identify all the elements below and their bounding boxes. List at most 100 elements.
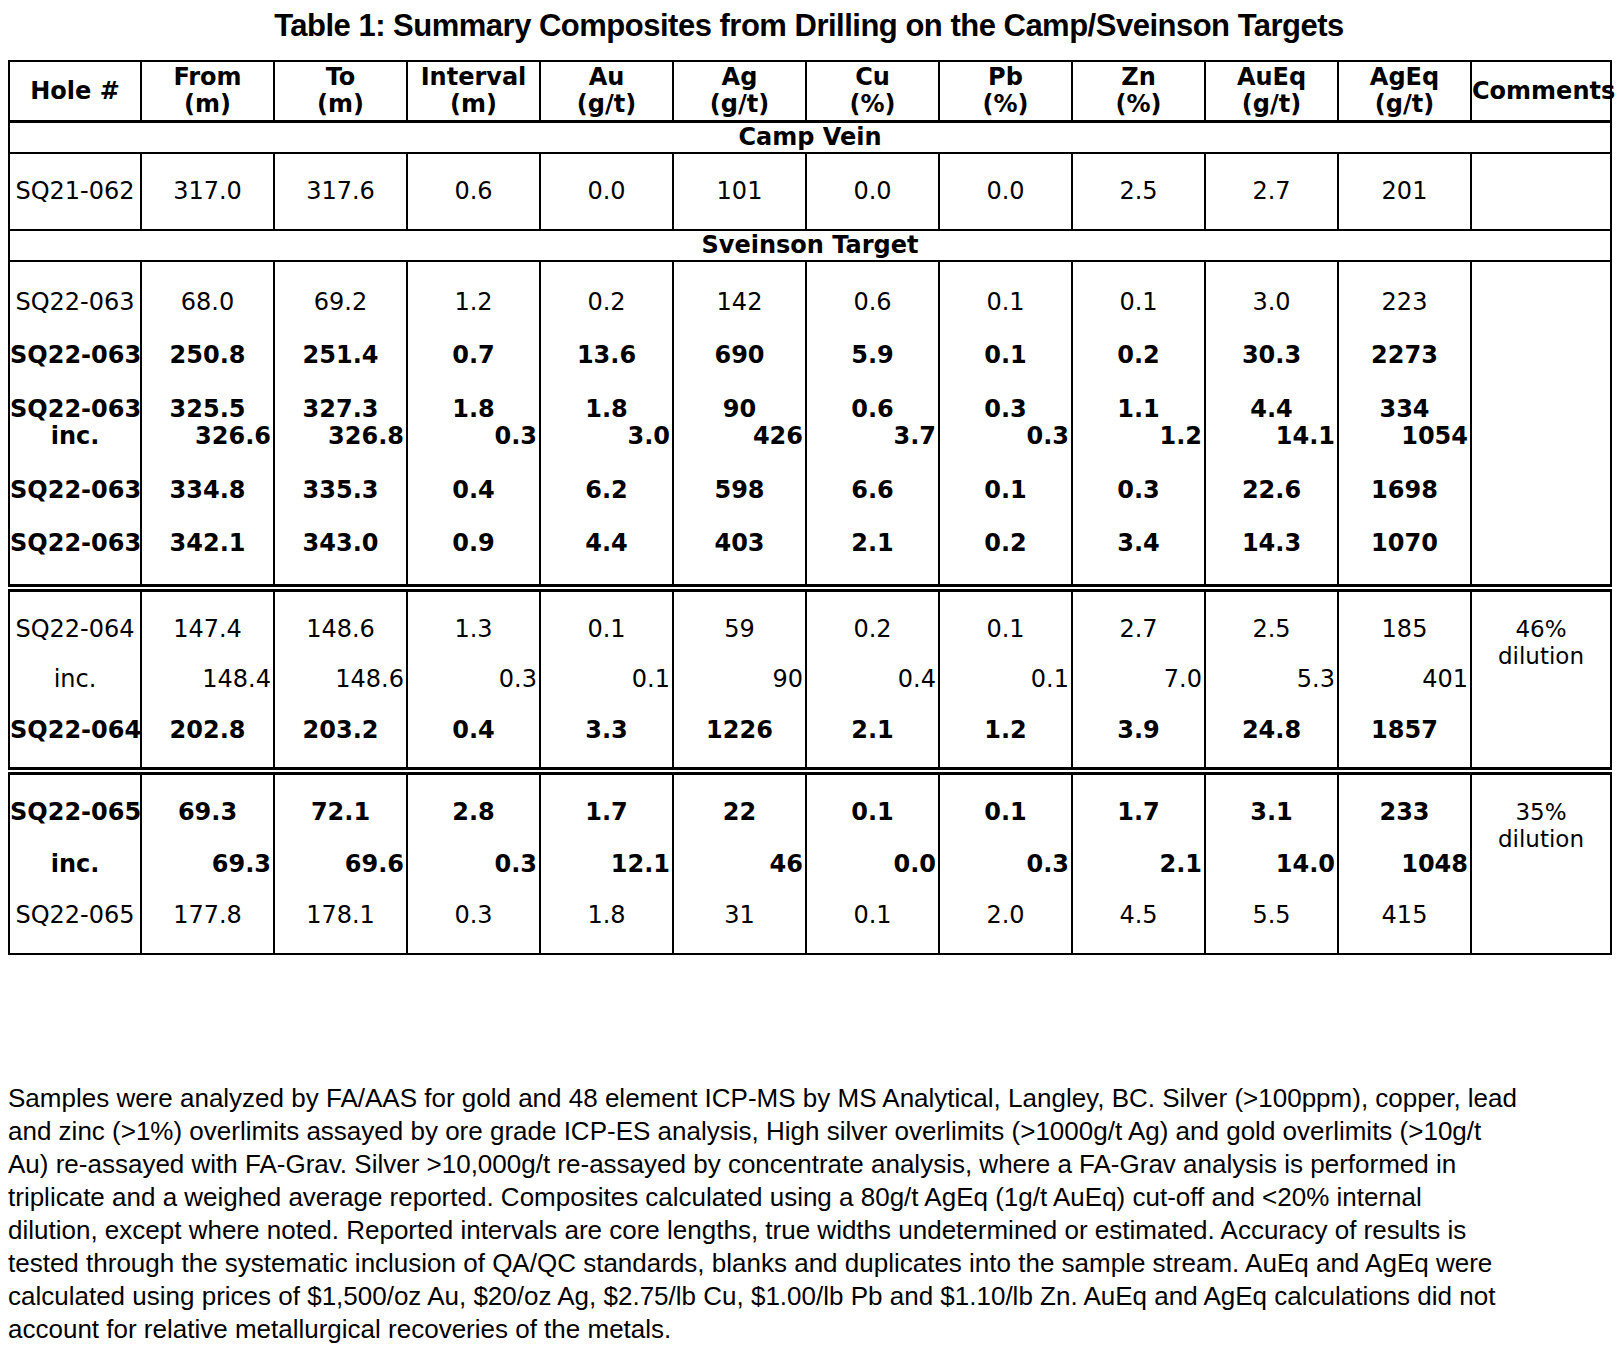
cell-from: 317.0 bbox=[141, 153, 274, 230]
value-main: 101 bbox=[674, 178, 805, 205]
value-main: 0.2 bbox=[541, 289, 672, 316]
value-entry: 101 bbox=[674, 178, 805, 205]
value-entry: 0.2 bbox=[541, 289, 672, 316]
value-included: 69.3 bbox=[142, 851, 273, 878]
value-main: 1070 bbox=[1339, 530, 1470, 557]
value-entry: 2.8 bbox=[408, 799, 539, 826]
value-main: 147.4 bbox=[142, 616, 273, 643]
data-block: SQ22-064inc.SQ22-064147.4148.4202.8148.6… bbox=[9, 588, 1611, 771]
col-unit: (m) bbox=[142, 91, 273, 118]
cell-au: 0.10.13.3 bbox=[540, 588, 673, 771]
cell-ag: 224631 bbox=[673, 771, 806, 954]
cell-aueq: 3.030.34.414.122.614.3 bbox=[1205, 261, 1338, 588]
value-main: 4.4 bbox=[541, 530, 672, 557]
value-main: 0.2 bbox=[940, 530, 1071, 557]
value-included: 5.3 bbox=[1206, 666, 1337, 693]
value-main: 0.3 bbox=[408, 902, 539, 929]
comment-text: 46%dilution bbox=[1472, 616, 1610, 670]
value-included: 1.2 bbox=[1073, 423, 1204, 450]
value-entry: 1.8 bbox=[541, 902, 672, 929]
value-entry: 1.2 bbox=[940, 717, 1071, 744]
value-main: 598 bbox=[674, 477, 805, 504]
value-main: 2.7 bbox=[1206, 178, 1337, 205]
value-included: 0.1 bbox=[541, 666, 672, 693]
value-main: 6.6 bbox=[807, 477, 938, 504]
value-entry: 0.1 bbox=[940, 477, 1071, 504]
col-header-interval: Interval(m) bbox=[407, 61, 540, 122]
value-entry: 335.3 bbox=[275, 477, 406, 504]
cell-ageq: 2331048415 bbox=[1338, 771, 1471, 954]
section-band-label: Camp Vein bbox=[9, 122, 1611, 154]
hole-id: SQ22-065 bbox=[10, 902, 140, 929]
col-header-ageq: AgEq(g/t) bbox=[1338, 61, 1471, 122]
cell-zn: 0.10.21.11.20.33.4 bbox=[1072, 261, 1205, 588]
value-entry: 0.3 bbox=[408, 851, 539, 878]
value-entry: 4.5 bbox=[1073, 902, 1204, 929]
value-entry: 0.2 bbox=[1073, 342, 1204, 369]
value-main: 148.6 bbox=[275, 616, 406, 643]
value-entry: 1698 bbox=[1339, 477, 1470, 504]
col-header-from: From(m) bbox=[141, 61, 274, 122]
data-block: SQ21-062317.0317.60.60.01010.00.02.52.72… bbox=[9, 153, 1611, 230]
hole-id: inc. bbox=[10, 666, 140, 693]
value-entry: 0.6 bbox=[807, 289, 938, 316]
section-band-label: Sveinson Target bbox=[9, 230, 1611, 261]
value-main: 1.2 bbox=[940, 717, 1071, 744]
hole-entry: SQ22-063 bbox=[10, 477, 140, 504]
col-header-to: To(m) bbox=[274, 61, 407, 122]
comment-text: 35%dilution bbox=[1472, 799, 1610, 853]
value-entry: 334.8 bbox=[142, 477, 273, 504]
hole-id: SQ22-063 bbox=[10, 396, 140, 423]
value-main: 0.9 bbox=[408, 530, 539, 557]
value-main: 0.1 bbox=[940, 616, 1071, 643]
hole-entry: SQ22-064 bbox=[10, 616, 140, 643]
value-entry: 1.83.0 bbox=[541, 396, 672, 450]
value-included: 3.7 bbox=[807, 423, 938, 450]
value-entry: 2.1 bbox=[807, 717, 938, 744]
value-entry: 13.6 bbox=[541, 342, 672, 369]
document-page: Table 1: Summary Composites from Drillin… bbox=[0, 8, 1618, 1354]
value-main: 233 bbox=[1339, 799, 1470, 826]
cell-pb: 0.10.10.30.30.10.2 bbox=[939, 261, 1072, 588]
footnote-line: tested through the systematic inclusion … bbox=[8, 1247, 1614, 1280]
value-entry: 343.0 bbox=[275, 530, 406, 557]
value-included: 14.0 bbox=[1206, 851, 1337, 878]
cell-hole: SQ22-065inc.SQ22-065 bbox=[9, 771, 141, 954]
value-main: 1698 bbox=[1339, 477, 1470, 504]
value-main: 0.1 bbox=[940, 799, 1071, 826]
value-entry: 598 bbox=[674, 477, 805, 504]
col-header-pb: Pb(%) bbox=[939, 61, 1072, 122]
cell-to: 72.169.6178.1 bbox=[274, 771, 407, 954]
value-main: 142 bbox=[674, 289, 805, 316]
value-main: 0.0 bbox=[807, 178, 938, 205]
value-included: 7.0 bbox=[1073, 666, 1204, 693]
cell-from: 68.0250.8325.5326.6334.8342.1 bbox=[141, 261, 274, 588]
value-main: 2.5 bbox=[1206, 616, 1337, 643]
value-entry: 1857 bbox=[1339, 717, 1470, 744]
col-unit: (%) bbox=[807, 91, 938, 118]
cell-comments bbox=[1471, 261, 1611, 588]
col-label: Pb bbox=[940, 64, 1071, 91]
cell-to: 69.2251.4327.3326.8335.3343.0 bbox=[274, 261, 407, 588]
value-included: 0.3 bbox=[408, 851, 539, 878]
value-entry: 0.3 bbox=[408, 902, 539, 929]
value-entry: 69.2 bbox=[275, 289, 406, 316]
value-included: 0.4 bbox=[807, 666, 938, 693]
value-main: 1.3 bbox=[408, 616, 539, 643]
value-main: 5.5 bbox=[1206, 902, 1337, 929]
comment-line: 35% bbox=[1472, 799, 1610, 826]
value-entry: 403 bbox=[674, 530, 805, 557]
value-entry: 0.1 bbox=[940, 289, 1071, 316]
value-main: 2.8 bbox=[408, 799, 539, 826]
col-header-hole: Hole # bbox=[9, 61, 141, 122]
value-main: 1.7 bbox=[541, 799, 672, 826]
value-entry: 203.2 bbox=[275, 717, 406, 744]
value-main: 69.3 bbox=[142, 799, 273, 826]
hole-id: SQ22-063 bbox=[10, 530, 140, 557]
col-header-aueq: AuEq(g/t) bbox=[1205, 61, 1338, 122]
value-included: 426 bbox=[674, 423, 805, 450]
table-header: Hole #From(m)To(m)Interval(m)Au(g/t)Ag(g… bbox=[9, 61, 1611, 122]
hole-id: SQ22-064 bbox=[10, 717, 140, 744]
cell-pb: 0.10.11.2 bbox=[939, 588, 1072, 771]
value-main: 30.3 bbox=[1206, 342, 1337, 369]
